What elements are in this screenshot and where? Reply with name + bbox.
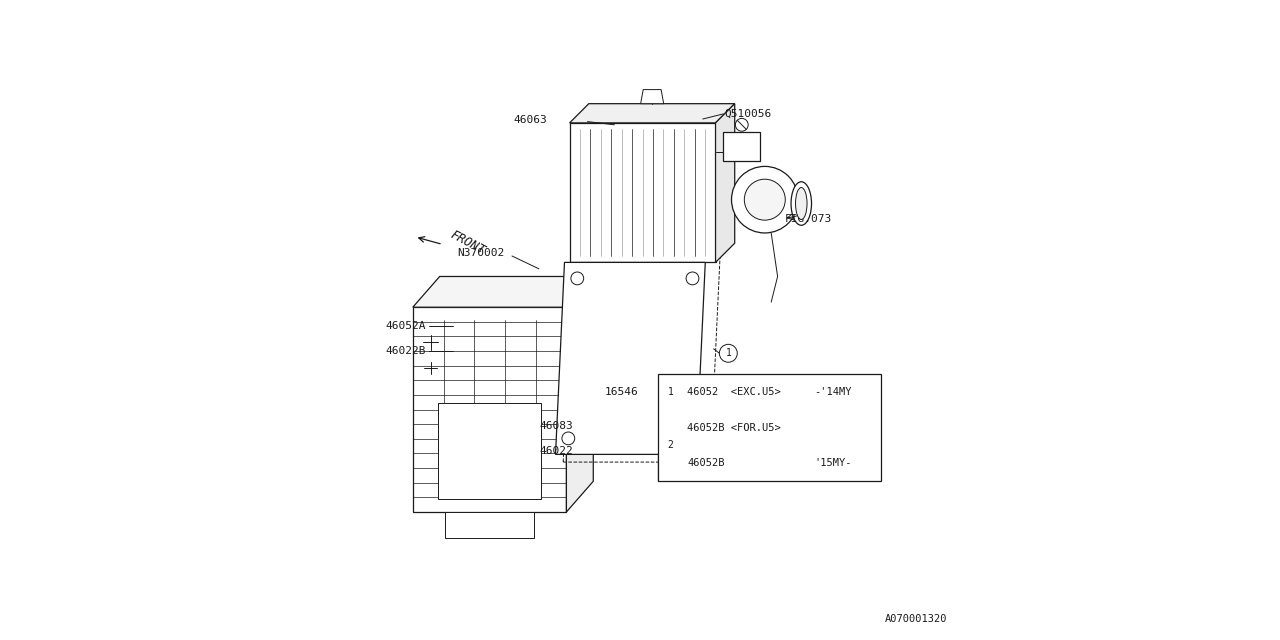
Polygon shape (716, 104, 735, 262)
Circle shape (662, 382, 681, 401)
Ellipse shape (791, 182, 812, 225)
Ellipse shape (796, 188, 808, 220)
Polygon shape (566, 276, 594, 512)
Polygon shape (438, 403, 540, 499)
Circle shape (719, 383, 737, 401)
Polygon shape (556, 262, 705, 454)
Text: 1: 1 (668, 387, 673, 397)
Bar (723, 132, 760, 161)
Text: A070001320: A070001320 (884, 614, 947, 624)
Text: 2: 2 (668, 440, 673, 451)
Circle shape (677, 432, 690, 445)
Text: 46052B: 46052B (687, 458, 724, 468)
Circle shape (562, 432, 575, 445)
Bar (658, 374, 881, 481)
Text: FRONT: FRONT (448, 228, 488, 258)
Circle shape (719, 344, 737, 362)
Text: 46083: 46083 (540, 420, 573, 431)
Text: 46052B <FOR.U5>: 46052B <FOR.U5> (687, 422, 781, 433)
Polygon shape (641, 90, 664, 104)
Text: 46063: 46063 (513, 115, 548, 125)
Circle shape (662, 436, 681, 455)
Polygon shape (570, 123, 716, 262)
Text: Q510056: Q510056 (724, 109, 772, 119)
Text: '15MY-: '15MY- (814, 458, 851, 468)
Text: N370002: N370002 (458, 248, 504, 259)
Circle shape (745, 179, 786, 220)
Circle shape (732, 166, 799, 233)
Text: FIG.073: FIG.073 (785, 214, 832, 224)
Text: 46052A: 46052A (385, 321, 425, 332)
Polygon shape (570, 104, 735, 123)
Text: 22680: 22680 (724, 147, 758, 157)
Text: 2: 2 (726, 387, 731, 397)
Text: 46022B: 46022B (385, 346, 425, 356)
Polygon shape (412, 276, 594, 307)
Text: -'14MY: -'14MY (814, 387, 851, 397)
Text: 1: 1 (726, 348, 731, 358)
Text: 46052  <EXC.U5>: 46052 <EXC.U5> (687, 387, 781, 397)
Polygon shape (445, 512, 535, 538)
Text: 46022: 46022 (540, 446, 573, 456)
Text: 16546: 16546 (604, 387, 639, 397)
Circle shape (571, 272, 584, 285)
Circle shape (686, 272, 699, 285)
Polygon shape (412, 307, 566, 512)
